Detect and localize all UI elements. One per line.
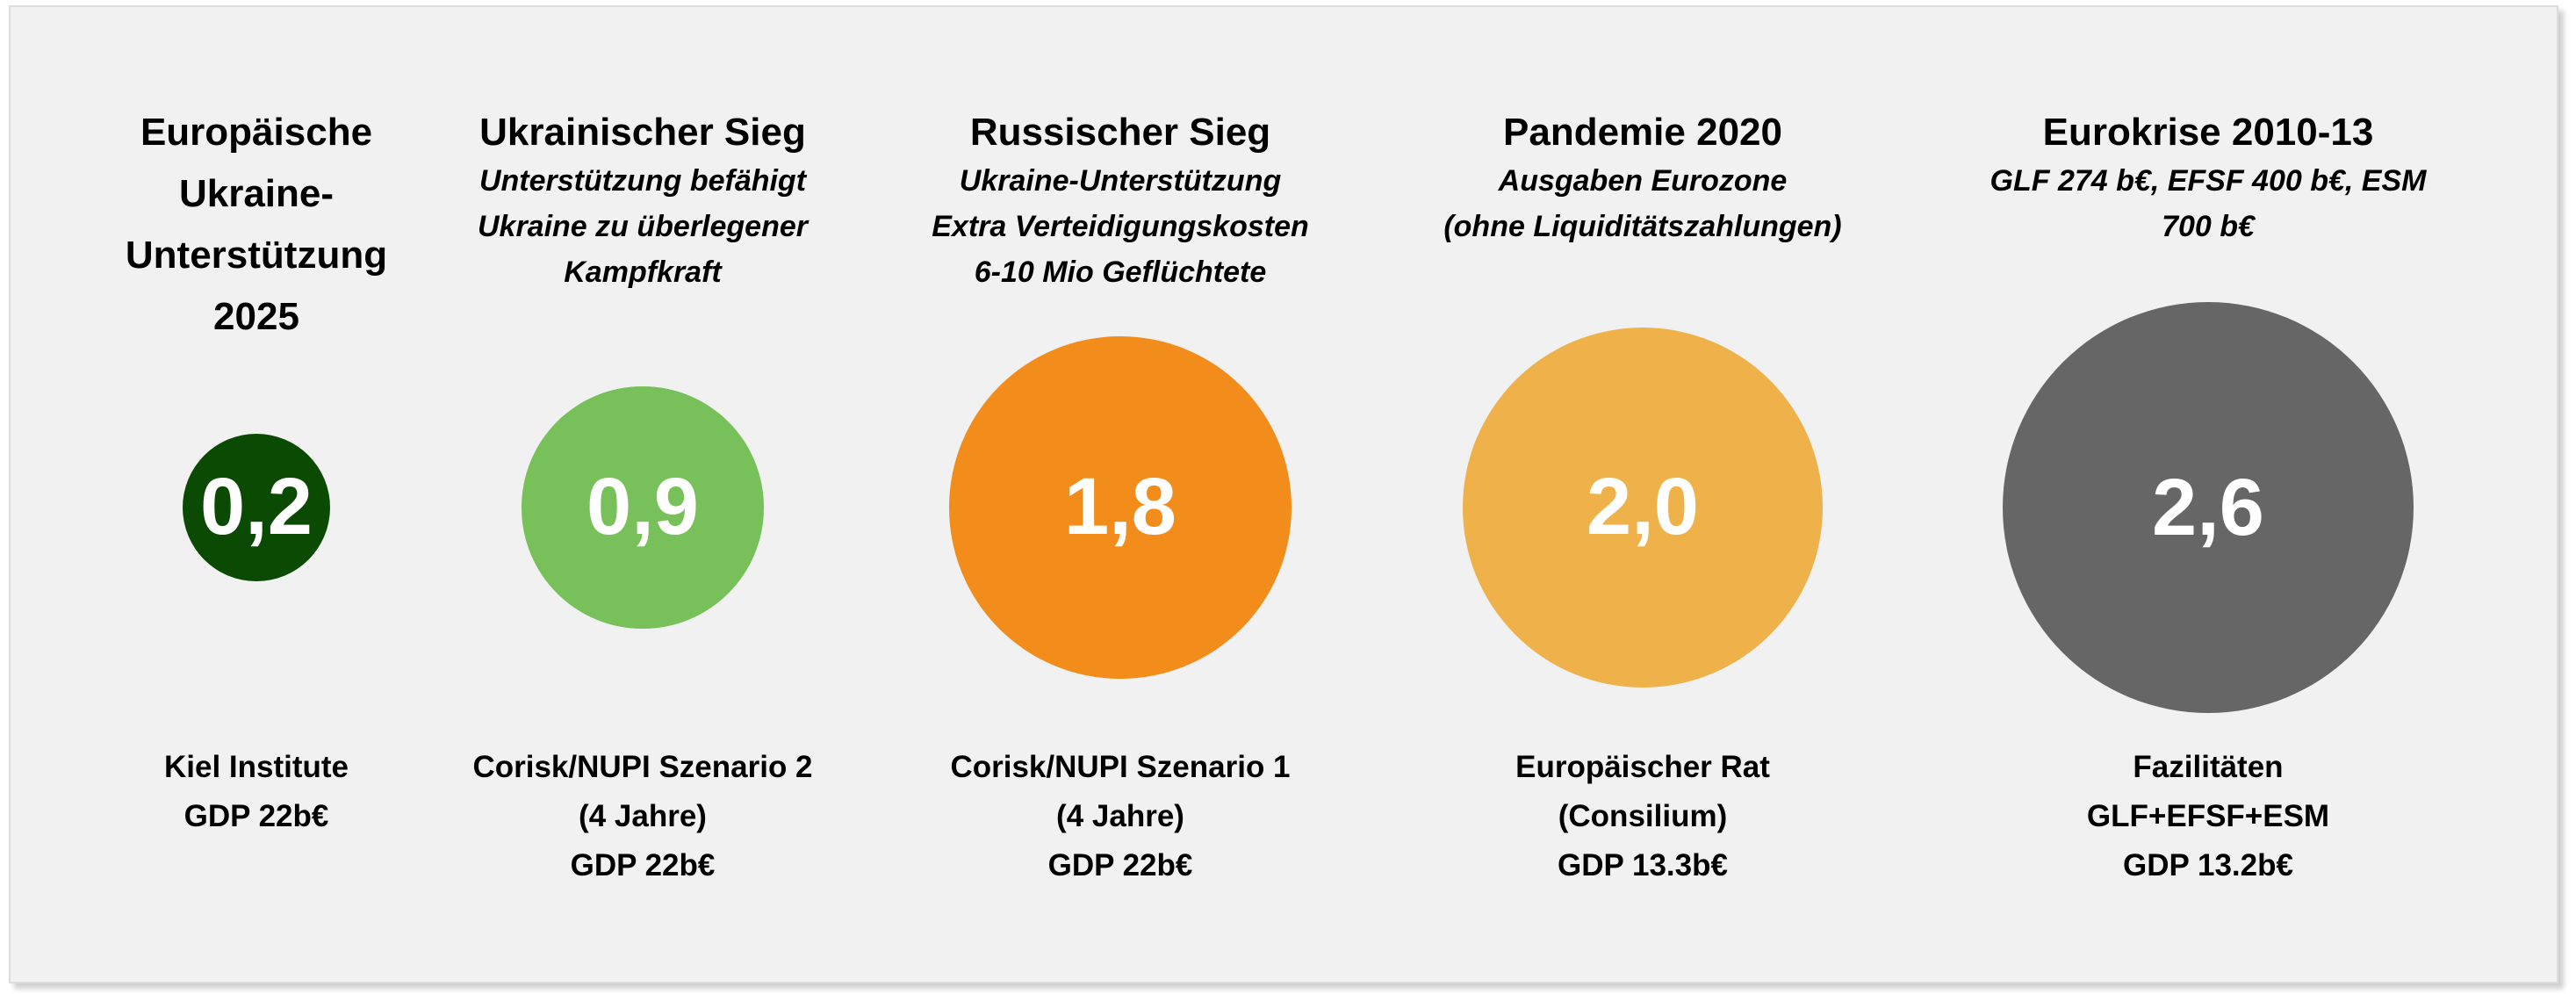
bubble-title: Russischer Sieg bbox=[874, 102, 1366, 163]
bubble-column: Ukrainischer Sieg Unterstützung befähigt U… bbox=[397, 7, 889, 973]
title-line: Ukrainischer Sieg bbox=[479, 111, 806, 154]
source-line: (4 Jahre) bbox=[579, 799, 707, 833]
bubble-source: Corisk/NUPI Szenario 2 (4 Jahre) GDP 22b€ bbox=[397, 743, 889, 890]
title-line: Europäische bbox=[140, 111, 373, 154]
source-line: GDP 22b€ bbox=[1047, 848, 1193, 882]
source-line: Kiel Institute bbox=[163, 750, 349, 784]
bubble-value-label: 1,8 bbox=[1064, 462, 1176, 552]
bubble-title: Ukrainischer Sieg bbox=[397, 102, 889, 163]
source-line: (Consilium) bbox=[1558, 799, 1728, 833]
bubble-column: Eurokrise 2010-13 GLF 274 b€, EFSF 400 b€… bbox=[1962, 7, 2454, 973]
bubble-column: Europäische Ukraine- Unterstützung 2025 0,2 K… bbox=[11, 7, 502, 973]
bubble-column: Russischer Sieg Ukraine-Unterstützung Extr… bbox=[874, 7, 1366, 973]
subtitle-line: Ukraine-Unterstützung bbox=[959, 164, 1282, 198]
bubble-value-label: 2,0 bbox=[1587, 462, 1699, 552]
chart-card: Europäische Ukraine- Unterstützung 2025 0,2 K… bbox=[9, 5, 2558, 983]
bubble-source: Kiel Institute GDP 22b€ bbox=[11, 743, 502, 841]
subtitle-line: Extra Verteidigungskosten bbox=[932, 210, 1309, 243]
bubble-value-label: 0,2 bbox=[200, 462, 313, 552]
bubble-title: Europäische Ukraine- Unterstützung 2025 bbox=[11, 102, 502, 348]
subtitle-line: (ohne Liquiditätszahlungen) bbox=[1443, 210, 1842, 243]
bubble-source: Europäischer Rat (Consilium) GDP 13.3b€ bbox=[1397, 743, 1889, 890]
source-line: GDP 22b€ bbox=[570, 848, 716, 882]
bubble-title: Pandemie 2020 bbox=[1397, 102, 1889, 163]
source-line: GDP 22b€ bbox=[183, 799, 329, 833]
bubble-title: Eurokrise 2010-13 bbox=[1962, 102, 2454, 163]
source-line: Corisk/NUPI Szenario 1 bbox=[950, 750, 1291, 784]
title-line: Ukraine- bbox=[178, 172, 335, 215]
bubble: 0,9 bbox=[522, 386, 764, 629]
bubble-source: Fazilitäten GLF+EFSF+ESM GDP 13.2b€ bbox=[1962, 743, 2454, 890]
subtitle-line: Unterstützung befähigt bbox=[479, 164, 807, 198]
title-line: Russischer Sieg bbox=[969, 111, 1271, 154]
title-line: Unterstützung bbox=[125, 234, 388, 277]
subtitle-line: Kampfkraft bbox=[564, 256, 722, 289]
source-line: GDP 13.2b€ bbox=[2123, 848, 2293, 882]
source-line: GLF+EFSF+ESM bbox=[2086, 799, 2330, 833]
subtitle-line: GLF 274 b€, EFSF 400 b€, ESM 700 b€ bbox=[1990, 164, 2427, 243]
title-line: 2025 bbox=[213, 295, 299, 338]
bubble: 0,2 bbox=[182, 433, 331, 582]
subtitle-line: Ukraine zu überlegener bbox=[477, 210, 808, 243]
subtitle-line: 6-10 Mio Geflüchtete bbox=[974, 256, 1267, 289]
bubble-value-label: 0,9 bbox=[586, 462, 699, 552]
bubble-column: Pandemie 2020 Ausgaben Eurozone (ohne Liqu… bbox=[1397, 7, 1889, 973]
bubble: 2,0 bbox=[1462, 327, 1824, 688]
bubble-source: Corisk/NUPI Szenario 1 (4 Jahre) GDP 22b€ bbox=[874, 743, 1366, 890]
title-line: Pandemie 2020 bbox=[1503, 111, 1782, 154]
source-line: Fazilitäten bbox=[2133, 750, 2284, 784]
source-line: (4 Jahre) bbox=[1056, 799, 1184, 833]
source-line: GDP 13.3b€ bbox=[1558, 848, 1728, 882]
source-line: Corisk/NUPI Szenario 2 bbox=[472, 750, 813, 784]
bubble: 2,6 bbox=[2003, 302, 2414, 713]
title-line: Eurokrise 2010-13 bbox=[2042, 111, 2374, 154]
subtitle-line: Ausgaben Eurozone bbox=[1498, 164, 1788, 198]
bubble: 1,8 bbox=[949, 336, 1292, 679]
bubble-value-label: 2,6 bbox=[2152, 462, 2264, 552]
source-line: Europäischer Rat bbox=[1515, 750, 1770, 784]
